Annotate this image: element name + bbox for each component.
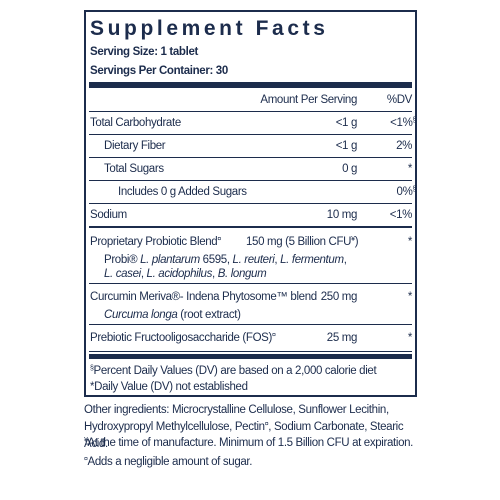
- blend-description: L. casei, L. acidophilus, B. longum: [104, 267, 267, 281]
- blend-dv: *: [407, 236, 413, 248]
- blend-name: Proprietary Probiotic Blend¤: [90, 235, 221, 249]
- blend-amount: 25 mg: [326, 331, 358, 345]
- blend-amount: 150 mg (5 Billion CFU¥): [246, 235, 359, 249]
- row-amount: 10 mg: [326, 209, 358, 221]
- text: 6595,: [199, 254, 233, 266]
- text: L. casei: [104, 268, 141, 280]
- text: Probi®: [104, 254, 141, 266]
- text: L. plantarum: [140, 254, 200, 266]
- sup: ¥: [351, 236, 355, 243]
- text: L. acidophilus: [146, 268, 213, 280]
- note: ¥At the time of manufacture. Minimum of …: [84, 436, 413, 450]
- facts-box: [84, 10, 417, 397]
- blend-name: Prebiotic Fructooligosaccharide (FOS)¤: [90, 331, 276, 345]
- text: ,: [211, 268, 218, 280]
- footnote: *Daily Value (DV) not established: [90, 380, 248, 394]
- serving-size: Serving Size: 1 tablet: [90, 46, 198, 58]
- row-dv: <1%: [389, 208, 413, 222]
- text: , Sodium Carbonate, Stearic Acid.: [84, 421, 404, 450]
- rule: [89, 226, 412, 228]
- text: Prebiotic Fructooligosaccharide (FOS): [90, 332, 272, 344]
- text: L. reuteri: [232, 254, 275, 266]
- rule: [89, 351, 412, 352]
- blend-description: Probi® L. plantarum 6595, L. reuteri, L.…: [104, 253, 347, 267]
- rule: [89, 354, 412, 359]
- text: *Daily Value (DV) not established: [90, 381, 248, 393]
- row-dv: <1%§: [390, 116, 416, 130]
- thick-rule: [89, 82, 412, 88]
- text: Adds a negligible amount of sugar.: [87, 456, 253, 468]
- rule: [89, 157, 412, 158]
- header-dv: %DV: [386, 94, 413, 106]
- dv: 2%: [396, 140, 412, 152]
- other-ingredients: Other ingredients: Microcrystalline Cell…: [84, 402, 418, 453]
- title: Supplement Facts: [90, 17, 329, 40]
- sup: ¤: [264, 421, 269, 428]
- row-name: Total Carbohydrate: [90, 117, 181, 129]
- text: Curcuma longa: [104, 309, 178, 321]
- dv: <1%: [390, 117, 413, 129]
- row-name: Includes 0 g Added Sugars: [118, 186, 247, 198]
- sup: §: [412, 186, 416, 193]
- rule: [89, 203, 412, 204]
- rule: [89, 111, 412, 112]
- row-name: Sodium: [90, 209, 127, 221]
- text: 250 mg: [320, 291, 358, 303]
- sup: ¤: [84, 456, 88, 463]
- sup: §: [412, 117, 416, 124]
- rule: [89, 283, 412, 284]
- text: ,: [274, 254, 281, 266]
- text: Percent Daily Values (DV) are based on a…: [93, 365, 377, 377]
- rule: [89, 134, 412, 135]
- row-amount: 0 g: [342, 163, 357, 175]
- dv: <1%: [389, 209, 413, 221]
- sup: §: [90, 365, 94, 372]
- rule: [89, 180, 412, 181]
- blend-name: Curcumin Meriva®- Indena Phytosome™ blen…: [90, 290, 317, 304]
- servings-per-container: Servings Per Container: 30: [90, 65, 228, 77]
- sup: ¤: [271, 332, 276, 339]
- text: B. longum: [217, 268, 267, 280]
- text: ,: [343, 254, 347, 266]
- text: ,: [140, 268, 147, 280]
- dv: 0%: [396, 186, 413, 198]
- dv: *: [407, 163, 413, 175]
- text: ): [354, 236, 359, 248]
- row-name: Total Sugars: [104, 163, 164, 175]
- text: (root extract): [177, 309, 241, 321]
- row-dv: *: [407, 162, 413, 176]
- note: ¤Adds a negligible amount of sugar.: [84, 455, 252, 469]
- blend-description: Curcuma longa (root extract): [104, 308, 241, 322]
- row-dv: 2%: [396, 139, 412, 153]
- blend-amount: 250 mg: [320, 290, 358, 304]
- text: Curcumin Meriva®- Indena Phytosome™ blen…: [90, 291, 317, 303]
- text: 25 mg: [326, 332, 358, 344]
- blend-dv: *: [407, 332, 413, 344]
- sup: ¤: [217, 236, 221, 243]
- row-amount: <1 g: [335, 117, 358, 129]
- row-dv: 0%§: [396, 185, 417, 199]
- text: Proprietary Probiotic Blend: [90, 236, 218, 248]
- row-name: Dietary Fiber: [104, 140, 166, 152]
- header-amount: Amount Per Serving: [260, 94, 357, 106]
- text: 150 mg (5 Billion CFU: [246, 236, 352, 248]
- row-amount: <1 g: [335, 140, 358, 152]
- footnote: §Percent Daily Values (DV) are based on …: [90, 364, 377, 378]
- text: Other ingredients: Microcrystalline Cell…: [84, 404, 389, 433]
- text: At the time of manufacture. Minimum of 1…: [87, 437, 414, 449]
- text: L. fermentum: [280, 254, 344, 266]
- blend-dv: *: [407, 291, 413, 303]
- sup: ¥: [84, 437, 88, 444]
- rule: [89, 324, 412, 325]
